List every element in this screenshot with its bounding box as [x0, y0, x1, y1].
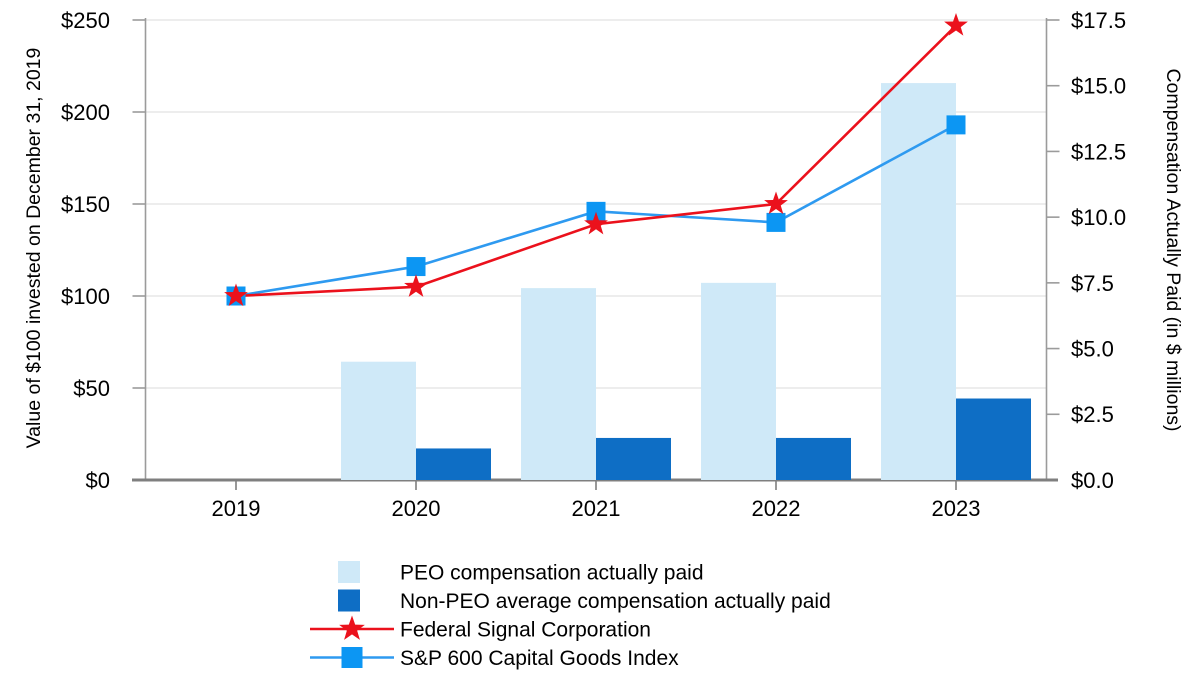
legend: PEO compensation actually paid Non-PEO av…	[310, 561, 831, 670]
right-axis-title: Compensation Actually Paid (in $ million…	[1162, 68, 1184, 431]
right-axis-tick-label: $17.5	[1071, 8, 1126, 33]
x-axis-tick-label: 2022	[752, 496, 801, 521]
left-axis-title: Value of $100 invested on December 31, 2…	[23, 48, 45, 449]
right-axis-tick-label: $15.0	[1071, 74, 1126, 99]
left-axis-tick-label: $100	[61, 284, 110, 309]
sp600-marker-2023	[946, 115, 966, 135]
federal-signal-marker-2019	[224, 283, 248, 307]
legend-swatch-peo	[338, 561, 360, 583]
left-axis-tick-label: $0	[86, 468, 110, 493]
federal-signal-marker-2023	[944, 13, 968, 36]
right-axis-tick-label: $2.5	[1071, 402, 1114, 427]
federal-signal-marker-2020	[404, 274, 428, 297]
federal-signal-marker-2021	[584, 211, 608, 235]
sp600-marker-2021	[586, 201, 606, 221]
legend-label-4: S&P 600 Capital Goods Index	[400, 647, 679, 670]
right-axis-tick-label: $0.0	[1071, 468, 1114, 493]
left-axis-tick-label: $150	[61, 192, 110, 217]
legend-swatch-non-peo	[338, 589, 360, 612]
legend-label-2: Non-PEO average compensation actually pa…	[400, 590, 831, 613]
federal-signal-marker-2022	[764, 191, 788, 215]
bar-peo-2020	[341, 361, 416, 480]
bar-peo-2023	[881, 83, 956, 480]
bar-non-peo-2023	[956, 398, 1031, 480]
right-axis-tick-label: $5.0	[1071, 336, 1114, 361]
legend-label-3: Federal Signal Corporation	[400, 619, 651, 642]
legend-label-1: PEO compensation actually paid	[400, 562, 704, 585]
line-series	[224, 13, 968, 307]
left-axis-tick-label: $200	[61, 100, 110, 125]
x-axis-tick-label: 2023	[932, 496, 981, 521]
x-axis-tick-label: 2020	[392, 496, 441, 521]
bar-non-peo-2021	[596, 437, 671, 480]
sp600-marker-2022	[766, 212, 786, 232]
x-axis-tick-label: 2019	[212, 496, 261, 521]
sp600-marker-2020	[406, 257, 426, 277]
bar-peo-2021	[521, 288, 596, 480]
federal-signal-line	[235, 24, 957, 298]
bar-non-peo-2020	[416, 448, 491, 480]
tick-labels: $0 $50 $100 $150 $200 $250 $0.0 $2.5 $5.0 $7.5 $10…	[61, 8, 1126, 521]
left-axis-tick-label: $250	[61, 8, 110, 33]
bar-series	[341, 83, 1031, 480]
right-axis-tick-label: $7.5	[1071, 271, 1114, 296]
x-axis-tick-label: 2021	[572, 496, 621, 521]
legend-square-icon	[341, 647, 363, 668]
right-axis-tick-label: $10.0	[1071, 205, 1126, 230]
bar-peo-2022	[701, 282, 776, 480]
bar-non-peo-2022	[776, 437, 851, 480]
legend-star-icon	[339, 615, 365, 640]
left-axis-tick-label: $50	[73, 376, 110, 401]
right-axis-tick-label: $12.5	[1071, 139, 1126, 164]
